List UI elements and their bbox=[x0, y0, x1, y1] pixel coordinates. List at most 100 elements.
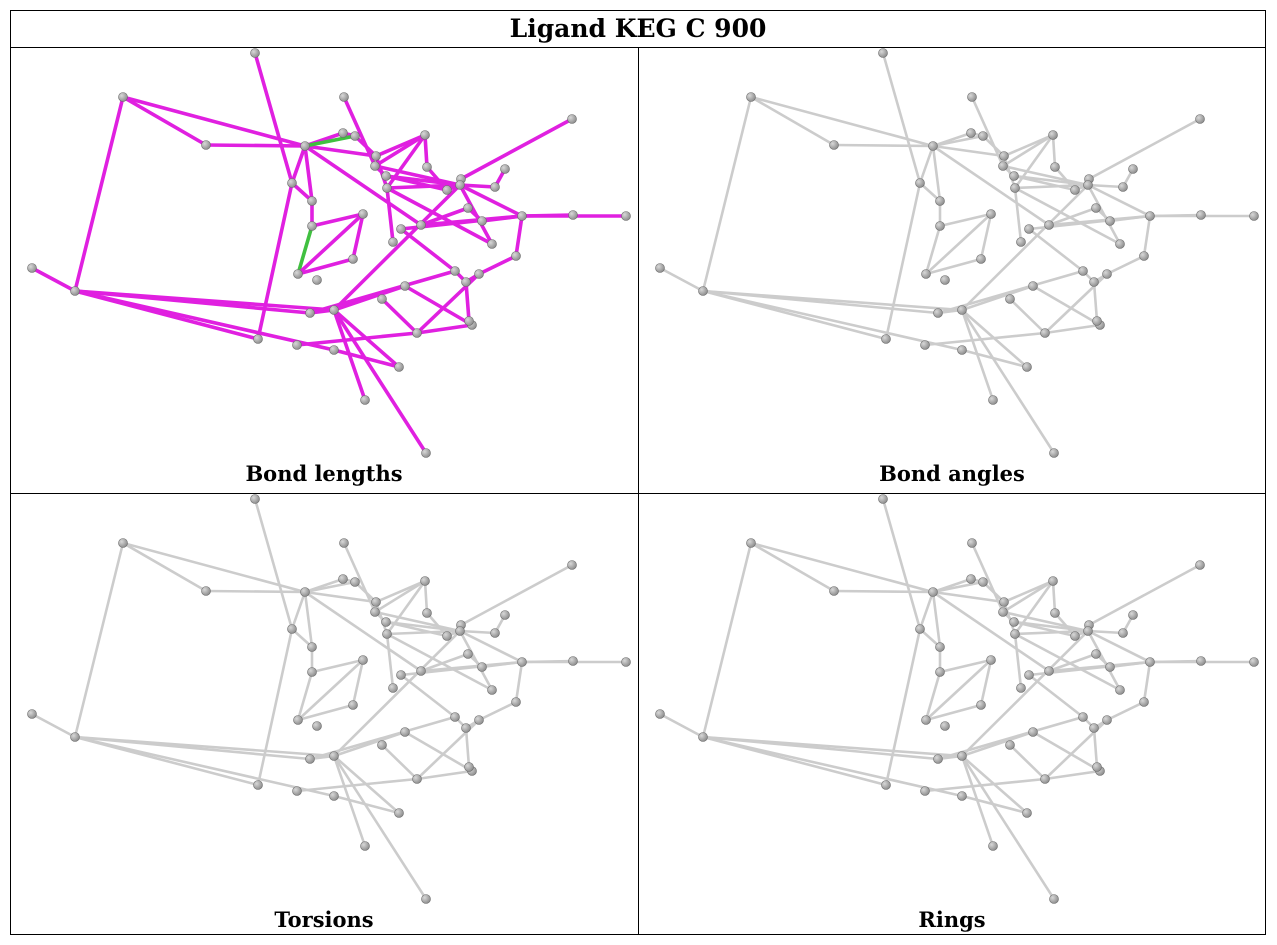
bond bbox=[923, 777, 1047, 793]
bond bbox=[1086, 629, 1152, 664]
atom bbox=[442, 185, 452, 195]
bond bbox=[415, 769, 474, 781]
atom bbox=[920, 340, 930, 350]
atom bbox=[388, 683, 398, 693]
atom bbox=[450, 712, 460, 722]
bond bbox=[310, 212, 365, 228]
atom bbox=[988, 841, 998, 851]
caption-bond-angles: Bond angles bbox=[879, 461, 1025, 486]
atom bbox=[966, 574, 976, 584]
atom bbox=[829, 140, 839, 150]
atom bbox=[881, 334, 891, 344]
atom bbox=[300, 141, 310, 151]
bond bbox=[1013, 186, 1122, 246]
bond bbox=[960, 754, 1056, 901]
atom bbox=[1083, 626, 1093, 636]
bond bbox=[658, 712, 705, 739]
bond bbox=[477, 700, 518, 722]
bond bbox=[884, 627, 922, 787]
bond bbox=[477, 254, 518, 276]
bond bbox=[924, 212, 993, 276]
atom bbox=[312, 275, 322, 285]
bond bbox=[960, 308, 1056, 455]
atom bbox=[1005, 294, 1015, 304]
atom bbox=[307, 642, 317, 652]
bond bbox=[514, 214, 524, 258]
bond bbox=[1087, 563, 1202, 627]
atom bbox=[998, 607, 1008, 617]
bond bbox=[938, 658, 993, 674]
atom bbox=[377, 294, 387, 304]
atom bbox=[1089, 277, 1099, 287]
bond bbox=[931, 590, 942, 649]
atom bbox=[394, 362, 404, 372]
bond bbox=[385, 186, 494, 246]
bond bbox=[1002, 133, 1055, 158]
bond bbox=[332, 348, 401, 369]
bond bbox=[979, 212, 993, 261]
bond bbox=[464, 280, 471, 323]
caption-rings: Rings bbox=[918, 907, 986, 932]
bond bbox=[923, 331, 1047, 347]
atom bbox=[1009, 171, 1019, 181]
atom bbox=[1139, 251, 1149, 261]
bond bbox=[303, 134, 357, 148]
bond bbox=[121, 541, 307, 594]
bond bbox=[749, 95, 836, 147]
bond bbox=[881, 497, 922, 631]
atom bbox=[487, 239, 497, 249]
bond bbox=[384, 174, 462, 187]
atom bbox=[568, 210, 578, 220]
bond bbox=[1086, 183, 1125, 189]
atom bbox=[358, 655, 368, 665]
atom bbox=[957, 305, 967, 315]
bond bbox=[1047, 214, 1152, 227]
bond bbox=[296, 658, 365, 722]
atom bbox=[978, 577, 988, 587]
atom bbox=[966, 128, 976, 138]
bond bbox=[1008, 297, 1047, 335]
bond bbox=[458, 183, 497, 189]
atom bbox=[464, 762, 474, 772]
atom bbox=[1078, 266, 1088, 276]
bond bbox=[296, 670, 314, 722]
atom bbox=[655, 709, 665, 719]
atom bbox=[381, 171, 391, 181]
atom bbox=[461, 723, 471, 733]
atom bbox=[421, 448, 431, 458]
atom bbox=[976, 700, 986, 710]
bond bbox=[464, 726, 471, 769]
atom bbox=[1016, 237, 1026, 247]
atom bbox=[621, 657, 631, 667]
atom bbox=[422, 608, 432, 618]
atom bbox=[933, 754, 943, 764]
atom bbox=[1024, 224, 1034, 234]
atom bbox=[1105, 216, 1115, 226]
molecule-rings bbox=[655, 494, 1259, 904]
bond bbox=[1013, 632, 1122, 692]
bond bbox=[1092, 726, 1099, 769]
atom bbox=[1118, 182, 1128, 192]
bond bbox=[332, 754, 428, 901]
atom bbox=[305, 308, 315, 318]
bond bbox=[1092, 280, 1099, 323]
atom bbox=[940, 721, 950, 731]
atom bbox=[1024, 670, 1034, 680]
atom bbox=[455, 180, 465, 190]
atom bbox=[1010, 183, 1020, 193]
atom bbox=[698, 732, 708, 742]
bond bbox=[924, 658, 993, 722]
bond bbox=[1012, 174, 1090, 187]
bond bbox=[373, 133, 427, 168]
bond bbox=[1001, 164, 1090, 187]
bond bbox=[290, 590, 307, 631]
atom bbox=[1105, 662, 1115, 672]
atom bbox=[450, 266, 460, 276]
bond bbox=[1031, 730, 1102, 773]
bond bbox=[342, 95, 377, 168]
atom bbox=[377, 740, 387, 750]
atom bbox=[1048, 576, 1058, 586]
bond bbox=[290, 144, 307, 185]
bond bbox=[419, 206, 470, 227]
atom bbox=[477, 662, 487, 672]
